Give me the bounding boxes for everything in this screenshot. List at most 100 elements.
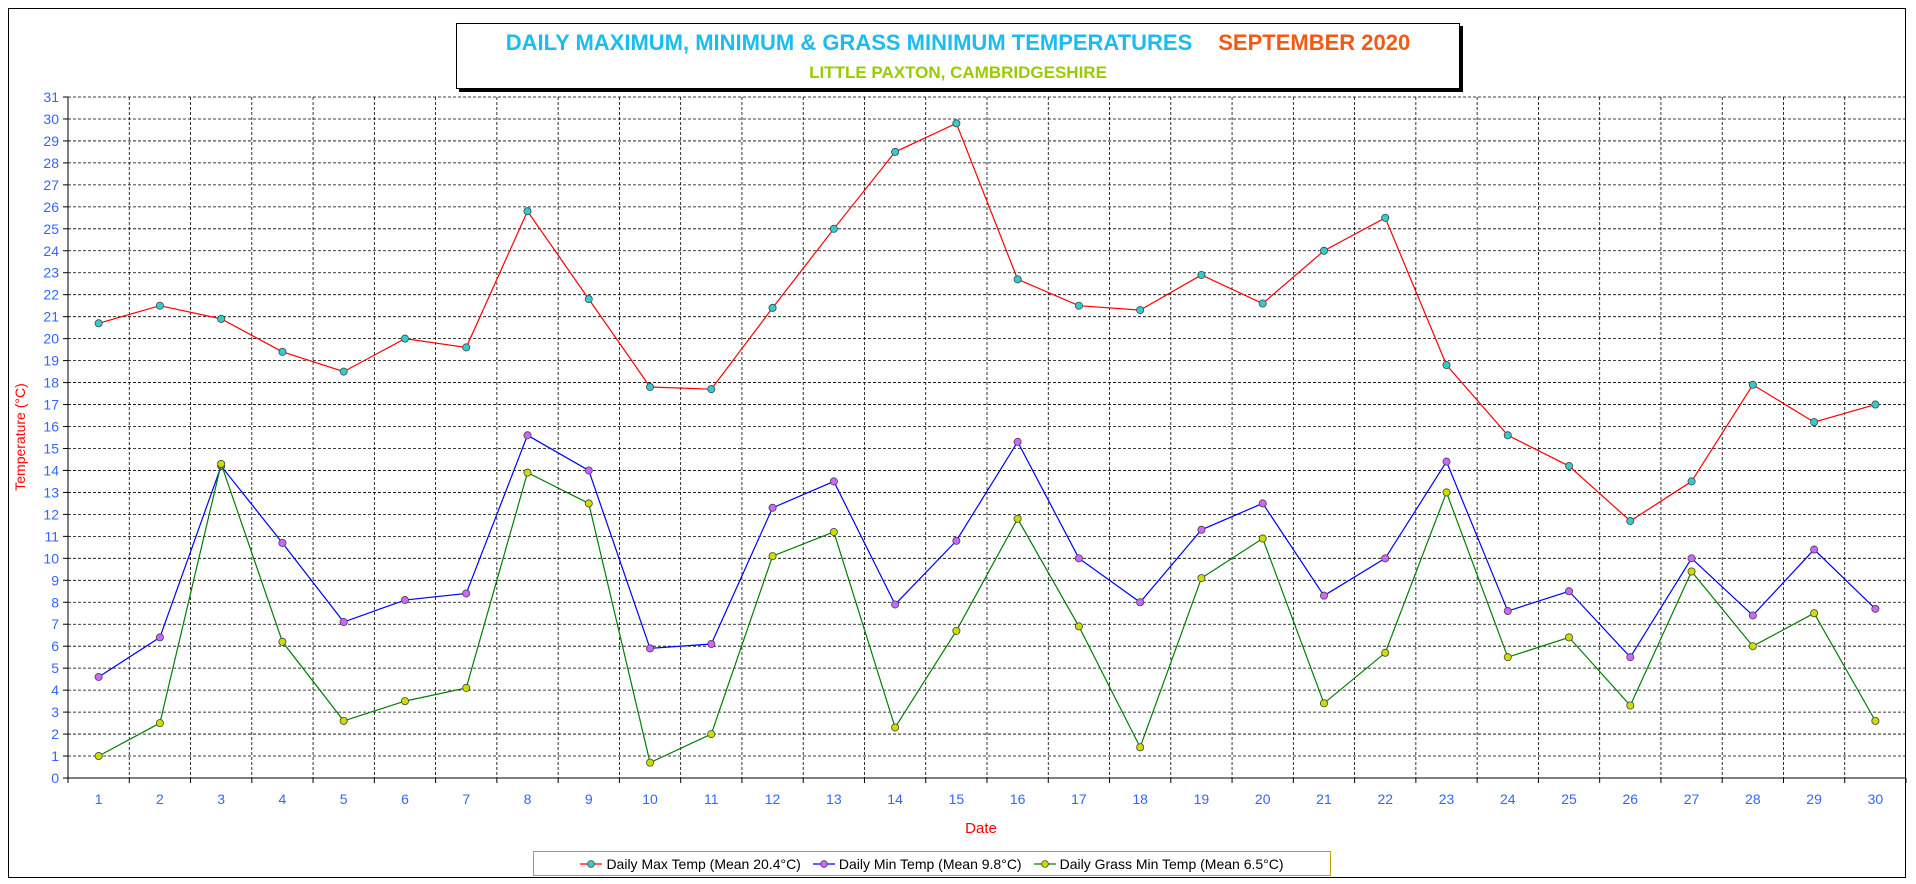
y-tick-label: 24 bbox=[43, 243, 59, 259]
data-point bbox=[400, 697, 409, 706]
data-point bbox=[1687, 554, 1696, 563]
x-tick-label: 22 bbox=[1377, 791, 1393, 807]
data-point bbox=[1565, 633, 1574, 642]
data-point bbox=[1013, 514, 1022, 523]
y-tick-label: 15 bbox=[43, 440, 59, 456]
x-tick-label: 14 bbox=[887, 791, 903, 807]
axes bbox=[63, 96, 1907, 783]
y-tick-label: 26 bbox=[43, 199, 59, 215]
y-tick-label: 28 bbox=[43, 155, 59, 171]
data-point bbox=[339, 367, 348, 376]
x-tick-label: 28 bbox=[1745, 791, 1761, 807]
data-point bbox=[1074, 622, 1083, 631]
data-point bbox=[1319, 699, 1328, 708]
y-tick-label: 4 bbox=[51, 682, 59, 698]
y-tick-label: 5 bbox=[51, 660, 59, 676]
x-tick-label: 11 bbox=[704, 791, 719, 807]
x-tick-label: 18 bbox=[1132, 791, 1148, 807]
x-tick-label: 16 bbox=[1010, 791, 1026, 807]
y-tick-label: 6 bbox=[51, 638, 59, 654]
y-tick-label: 8 bbox=[51, 594, 59, 610]
x-tick-label: 15 bbox=[949, 791, 965, 807]
data-point bbox=[768, 552, 777, 561]
x-tick-labels: 1 2 3 4 5 6 7 8 9 10 11 12 13 14 15 16 17 18 19 20 21 22 23 24 2… bbox=[95, 791, 1884, 807]
y-tick-label: 21 bbox=[43, 309, 59, 325]
data-point bbox=[1503, 431, 1512, 440]
x-tick-label: 3 bbox=[217, 791, 225, 807]
y-tick-label: 13 bbox=[43, 484, 59, 500]
data-point bbox=[1136, 743, 1145, 752]
data-point bbox=[1503, 607, 1512, 616]
series-3 bbox=[94, 459, 1880, 767]
data-point bbox=[1197, 525, 1206, 534]
data-point bbox=[1442, 361, 1451, 370]
data-point bbox=[584, 466, 593, 475]
data-point bbox=[646, 382, 655, 391]
y-tick-label: 17 bbox=[43, 397, 59, 413]
y-tick-label: 29 bbox=[43, 133, 59, 149]
data-point bbox=[94, 672, 103, 681]
data-point bbox=[1748, 380, 1757, 389]
y-tick-label: 22 bbox=[43, 287, 59, 303]
legend-item: Daily Max Temp (Mean 20.4°C) bbox=[580, 856, 801, 872]
data-point bbox=[1748, 611, 1757, 620]
y-tick-label: 14 bbox=[43, 462, 59, 478]
x-tick-label: 23 bbox=[1439, 791, 1455, 807]
data-point bbox=[707, 385, 716, 394]
x-tick-label: 19 bbox=[1194, 791, 1210, 807]
x-tick-label: 27 bbox=[1684, 791, 1700, 807]
data-point bbox=[155, 301, 164, 310]
x-axis-title: Date bbox=[965, 820, 997, 837]
data-point bbox=[952, 536, 961, 545]
data-point bbox=[217, 314, 226, 323]
data-point bbox=[523, 468, 532, 477]
data-point bbox=[891, 723, 900, 732]
data-point bbox=[1319, 591, 1328, 600]
data-point bbox=[1258, 299, 1267, 308]
x-tick-label: 9 bbox=[585, 791, 593, 807]
data-point bbox=[1565, 587, 1574, 596]
data-point bbox=[584, 295, 593, 304]
data-point bbox=[768, 303, 777, 312]
data-point bbox=[1319, 246, 1328, 255]
x-tick-label: 8 bbox=[524, 791, 532, 807]
data-point bbox=[829, 477, 838, 486]
data-point bbox=[1381, 213, 1390, 222]
data-point bbox=[1871, 716, 1880, 725]
y-tick-label: 16 bbox=[43, 419, 59, 435]
x-tick-label: 1 bbox=[95, 791, 103, 807]
data-point bbox=[1810, 609, 1819, 618]
data-point bbox=[523, 431, 532, 440]
y-axis-title: Temperature (°C) bbox=[12, 383, 28, 491]
legend-swatch bbox=[580, 859, 603, 868]
data-point bbox=[1136, 598, 1145, 607]
x-tick-label: 5 bbox=[340, 791, 348, 807]
legend: Daily Max Temp (Mean 20.4°C) Daily Min Te… bbox=[533, 851, 1331, 876]
x-tick-label: 26 bbox=[1623, 791, 1639, 807]
data-point bbox=[1258, 534, 1267, 543]
data-point bbox=[1871, 400, 1880, 409]
x-tick-label: 17 bbox=[1071, 791, 1087, 807]
data-point bbox=[1013, 275, 1022, 284]
data-point bbox=[1074, 554, 1083, 563]
y-tick-label: 9 bbox=[51, 572, 59, 588]
x-tick-label: 24 bbox=[1500, 791, 1516, 807]
y-tick-label: 1 bbox=[51, 748, 59, 764]
grid bbox=[68, 96, 1906, 779]
data-point bbox=[1871, 604, 1880, 613]
data-point bbox=[1136, 306, 1145, 315]
legend-item: Daily Min Temp (Mean 9.8°C) bbox=[812, 856, 1022, 872]
data-point bbox=[278, 637, 287, 646]
x-tick-label: 10 bbox=[642, 791, 658, 807]
y-tick-label: 27 bbox=[43, 177, 59, 193]
legend-item: Daily Grass Min Temp (Mean 6.5°C) bbox=[1033, 856, 1284, 872]
x-tick-label: 13 bbox=[826, 791, 842, 807]
x-tick-label: 7 bbox=[462, 791, 470, 807]
data-point bbox=[891, 147, 900, 156]
legend-swatch bbox=[1033, 859, 1056, 868]
data-point bbox=[952, 626, 961, 635]
data-point bbox=[339, 618, 348, 627]
data-point bbox=[829, 527, 838, 536]
y-tick-label: 20 bbox=[43, 331, 59, 347]
y-tick-label: 11 bbox=[44, 528, 59, 544]
